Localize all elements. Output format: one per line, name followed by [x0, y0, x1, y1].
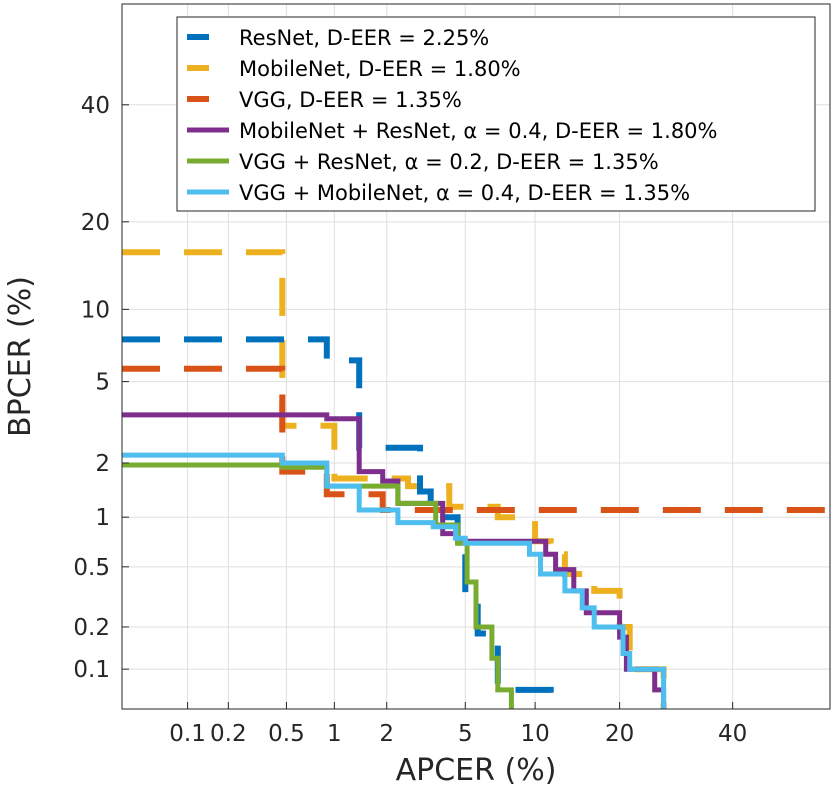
legend-entry: MobileNet + ResNet, α = 0.4, D-EER = 1.8… [239, 119, 718, 143]
legend-entry: MobileNet, D-EER = 1.80% [239, 57, 521, 81]
y-tick-label: 2 [95, 451, 110, 477]
y-tick-label: 0.5 [73, 555, 110, 581]
y-tick-label: 40 [81, 93, 110, 119]
legend-entry: VGG + MobileNet, α = 0.4, D-EER = 1.35% [239, 181, 690, 205]
series-line-resnet [122, 336, 554, 709]
x-tick-label: 0.2 [210, 721, 247, 747]
y-tick-label: 1 [95, 505, 110, 531]
series-line-mobilenet-resnet [122, 412, 667, 709]
y-tick-label: 0.2 [73, 615, 110, 641]
x-tick-label: 40 [718, 721, 747, 747]
y-tick-label: 5 [95, 370, 110, 396]
x-tick-label: 1 [327, 721, 342, 747]
y-tick-label: 20 [81, 210, 110, 236]
x-tick-label: 5 [458, 721, 473, 747]
y-axis-label: BPCER (%) [3, 276, 38, 437]
legend: ResNet, D-EER = 2.25% MobileNet, D-EER = … [176, 16, 816, 212]
legend-entry: ResNet, D-EER = 2.25% [239, 26, 489, 50]
x-axis-label: APCER (%) [396, 753, 557, 788]
x-tick-label: 20 [605, 721, 634, 747]
series-line-vgg-mobilenet [122, 452, 667, 709]
y-tick-label: 0.1 [73, 657, 110, 683]
x-tick-label: 10 [520, 721, 549, 747]
y-tick-label: 10 [81, 297, 110, 323]
legend-entry: VGG + ResNet, α = 0.2, D-EER = 1.35% [239, 150, 659, 174]
x-tick-label: 0.1 [169, 721, 206, 747]
legend-entry: VGG, D-EER = 1.35% [239, 88, 462, 112]
legend-box [176, 16, 816, 212]
series-layer [122, 249, 830, 709]
x-tick-label: 0.5 [268, 721, 305, 747]
x-tick-label: 2 [379, 721, 394, 747]
plot-frame [121, 3, 831, 710]
